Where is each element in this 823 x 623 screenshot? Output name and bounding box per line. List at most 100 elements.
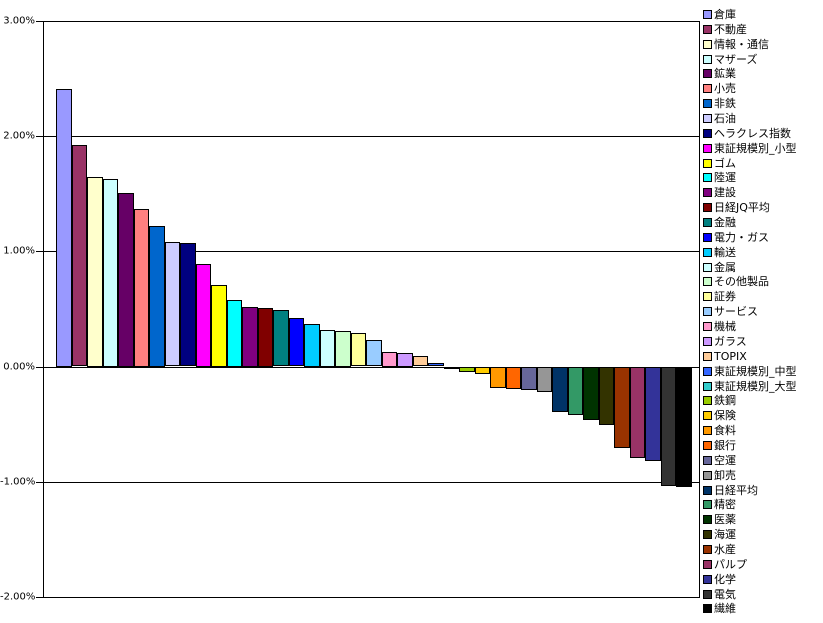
y-axis-tick-mark [36,21,43,22]
legend-item: ヘラクレス指数 [703,127,791,140]
bar [227,300,242,367]
legend-swatch [703,456,712,465]
legend-item: 東証規模別_小型 [703,142,797,155]
legend-label: 非鉄 [714,97,736,110]
legend-label: 東証規模別_大型 [714,380,797,393]
legend-swatch [703,173,712,182]
bar [320,330,335,367]
legend-swatch [703,292,712,301]
bar [661,367,676,486]
legend-item: 機械 [703,320,736,333]
bar [118,193,134,367]
legend-item: 空運 [703,454,736,467]
bar [366,340,382,366]
y-axis-tick-mark [36,251,43,252]
legend: 倉庫 不動産 情報・通信 マザーズ 鉱業 小売 非鉄 石油 ヘラクレス指数 東証規模別_小型 ゴム陸… [703,8,823,620]
legend-label: 証券 [714,290,736,303]
legend-swatch [703,322,712,331]
gridline [44,251,699,252]
legend-swatch [703,10,712,19]
legend-item: 陸運 [703,171,736,184]
legend-swatch [703,590,712,599]
y-axis-tick-label: 3.00% [3,15,35,27]
legend-swatch [703,263,712,272]
bar [645,367,661,461]
bar [413,356,428,366]
bar [676,367,692,487]
legend-item: 日経JQ平均 [703,201,770,214]
legend-item: その他製品 [703,275,769,288]
bar [242,307,258,367]
bar [273,310,289,366]
legend-item: 不動産 [703,23,747,36]
legend-swatch [703,411,712,420]
bar [351,333,366,366]
bar [134,209,149,367]
legend-label: 電気 [714,588,736,601]
legend-label: 日経JQ平均 [714,201,770,214]
legend-label: パルプ [714,558,747,571]
bar [552,367,568,412]
legend-item: 医薬 [703,513,736,526]
legend-label: 機械 [714,320,736,333]
y-axis-tick-label: -2.00% [0,591,36,603]
legend-item: 卸売 [703,469,736,482]
bar [428,363,444,366]
bar [258,308,273,367]
gridline [44,367,699,368]
y-axis-tick-label: 1.00% [3,245,35,257]
legend-label: 繊維 [714,602,736,615]
legend-label: 保険 [714,409,736,422]
bar [599,367,614,425]
bar [289,318,304,366]
legend-item: 水産 [703,543,736,556]
legend-item: サービス [703,305,758,318]
plot-area [43,21,700,598]
legend-label: 建設 [714,186,736,199]
y-axis-tick-mark [36,597,43,598]
legend-label: ゴム [714,157,736,170]
gridline [44,136,699,137]
legend-item: 小売 [703,82,736,95]
legend-label: 小売 [714,82,736,95]
legend-item: TOPIX [703,350,747,363]
bar [304,324,320,367]
legend-swatch [703,352,712,361]
y-axis-tick-mark [36,367,43,368]
bar [614,367,630,448]
legend-item: 繊維 [703,602,736,615]
legend-label: 電力・ガス [714,231,769,244]
legend-swatch [703,545,712,554]
legend-swatch [703,277,712,286]
legend-item: 金融 [703,216,736,229]
legend-label: 卸売 [714,469,736,482]
legend-label: 倉庫 [714,8,736,21]
legend-label: 化学 [714,573,736,586]
legend-swatch [703,69,712,78]
legend-item: 東証規模別_大型 [703,380,797,393]
legend-swatch [703,500,712,509]
legend-item: ガラス [703,335,747,348]
legend-swatch [703,99,712,108]
legend-item: 食料 [703,424,736,437]
legend-swatch [703,575,712,584]
gridline [44,482,699,483]
bar [444,367,459,369]
legend-item: 銀行 [703,439,736,452]
legend-item: 金属 [703,261,736,274]
legend-label: 医薬 [714,513,736,526]
legend-label: 日経平均 [714,484,758,497]
legend-label: 鉄鋼 [714,394,736,407]
legend-swatch [703,441,712,450]
bar [506,367,521,389]
legend-swatch [703,486,712,495]
legend-swatch [703,159,712,168]
legend-item: 石油 [703,112,736,125]
bar [335,331,351,367]
y-axis-tick-label: -1.00% [0,476,36,488]
bar [568,367,583,415]
legend-item: 化学 [703,573,736,586]
legend-item: パルプ [703,558,747,571]
legend-swatch [703,396,712,405]
bar [165,242,180,366]
